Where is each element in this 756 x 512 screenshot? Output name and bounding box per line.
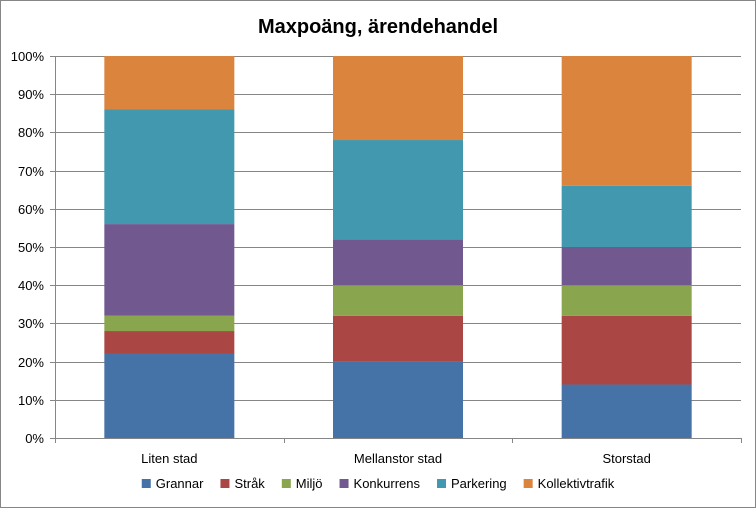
y-tick-label: 30%	[18, 316, 44, 331]
legend-swatch	[220, 479, 230, 488]
x-category-label: Mellanstor stad	[354, 451, 442, 466]
y-tick-label: 100%	[11, 49, 45, 64]
legend-swatch	[437, 479, 447, 488]
bars	[104, 56, 692, 438]
bar-segment-miljö	[561, 285, 692, 316]
legend-item: Grannar	[141, 476, 204, 491]
bar-segment-grannar	[333, 361, 463, 438]
y-tick-label: 0%	[25, 431, 44, 446]
chart-title: Maxpoäng, ärendehandel	[258, 16, 498, 38]
legend-label: Grannar	[156, 476, 204, 491]
bar-segment-parkering	[333, 140, 463, 240]
bar-segment-parkering	[561, 185, 692, 247]
bar-segment-stråk	[561, 315, 692, 385]
bar-segment-grannar	[561, 384, 692, 438]
legend-label: Miljö	[296, 476, 323, 491]
x-axis: Liten stad Mellanstor stad Storstad	[55, 438, 742, 466]
legend-label: Kollektivtrafik	[538, 476, 615, 491]
y-tick-label: 10%	[18, 393, 44, 408]
legend: Grannar Stråk Miljö Konkurrens Parkering Koll…	[141, 476, 615, 491]
legend-item: Kollektivtrafik	[523, 476, 615, 491]
legend-item: Stråk	[220, 476, 265, 491]
bar-segment-konkurrens	[104, 224, 235, 316]
y-tick-label: 90%	[18, 87, 44, 102]
y-tick-label: 50%	[18, 240, 44, 255]
bar-segment-kollektivtrafik	[333, 56, 463, 141]
legend-item: Konkurrens	[339, 476, 421, 491]
legend-item: Parkering	[437, 476, 507, 491]
legend-swatch	[141, 479, 151, 488]
y-tick-label: 70%	[18, 164, 44, 179]
y-tick-label: 40%	[18, 278, 44, 293]
bar-segment-stråk	[104, 331, 235, 354]
legend-swatch	[339, 479, 349, 488]
bar-segment-stråk	[333, 315, 463, 362]
x-category-label: Storstad	[602, 451, 650, 466]
bar-segment-grannar	[104, 353, 235, 438]
bar-segment-konkurrens	[333, 239, 463, 286]
y-tick-label: 80%	[18, 125, 44, 140]
x-category-label: Liten stad	[141, 451, 197, 466]
legend-swatch	[281, 479, 291, 488]
bar-segment-konkurrens	[561, 247, 692, 286]
legend-item: Miljö	[281, 476, 323, 491]
bar-segment-kollektivtrafik	[561, 56, 692, 186]
legend-label: Konkurrens	[354, 476, 421, 491]
y-tick-label: 20%	[18, 355, 44, 370]
legend-swatch	[523, 479, 533, 488]
legend-label: Stråk	[234, 476, 265, 491]
bar-segment-miljö	[333, 285, 463, 316]
y-axis: 0% 10% 20% 30% 40% 50% 60% 70% 80% 90% 100%	[11, 49, 56, 446]
bar-segment-miljö	[104, 315, 235, 332]
bar-segment-parkering	[104, 109, 235, 225]
y-tick-label: 60%	[18, 202, 44, 217]
legend-label: Parkering	[451, 476, 507, 491]
bar-segment-kollektivtrafik	[104, 56, 235, 110]
